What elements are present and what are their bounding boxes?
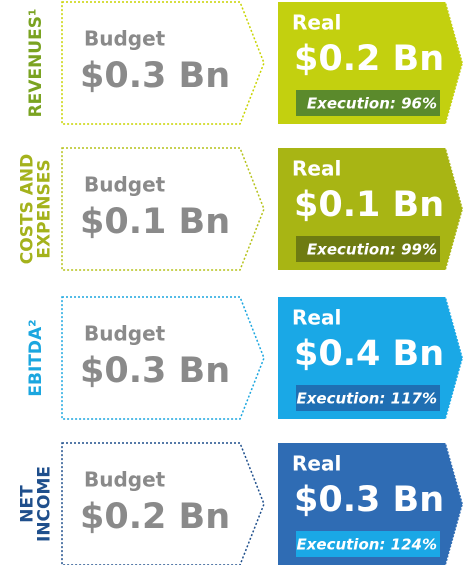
execution-strip <box>296 385 440 411</box>
real-label: Real <box>292 157 341 181</box>
budget-box <box>61 442 265 565</box>
real-label: Real <box>292 306 341 330</box>
budget-label: Budget <box>84 468 166 492</box>
budget-label: Budget <box>84 27 166 51</box>
budget-box <box>61 1 265 125</box>
execution: Execution: 99% <box>307 241 437 259</box>
budget-value: $0.3 Bn <box>80 56 230 96</box>
budget-value: $0.3 Bn <box>80 351 230 391</box>
execution: Execution: 96% <box>307 95 437 113</box>
real-value: $0.3 Bn <box>294 480 444 520</box>
row-label: EBITDA² <box>26 319 46 396</box>
real-box-edge <box>445 296 464 420</box>
execution: Execution: 124% <box>296 536 437 554</box>
row-label: EXPENSES <box>35 159 55 258</box>
row-label: COSTS AND <box>18 154 38 264</box>
execution-strip <box>296 236 440 262</box>
real-value: $0.4 Bn <box>294 334 444 374</box>
real-label: Real <box>292 11 341 35</box>
budget-value: $0.1 Bn <box>80 202 230 242</box>
row-label: REVENUES¹ <box>26 9 46 118</box>
execution-strip <box>296 531 440 557</box>
real-box-edge <box>445 1 464 125</box>
row-label: INCOME <box>35 466 55 542</box>
execution: Execution: 117% <box>296 390 437 408</box>
row-label: NET <box>18 485 38 523</box>
real-value: $0.2 Bn <box>294 39 444 79</box>
budget-box <box>61 147 265 271</box>
real-label: Real <box>292 452 341 476</box>
real-box-edge <box>445 442 464 565</box>
budget-label: Budget <box>84 173 166 197</box>
budget-box <box>61 296 265 420</box>
real-value: $0.1 Bn <box>294 185 444 225</box>
execution-strip <box>296 90 440 116</box>
budget-label: Budget <box>84 322 166 346</box>
real-box-edge <box>445 147 464 271</box>
budget-value: $0.2 Bn <box>80 497 230 537</box>
